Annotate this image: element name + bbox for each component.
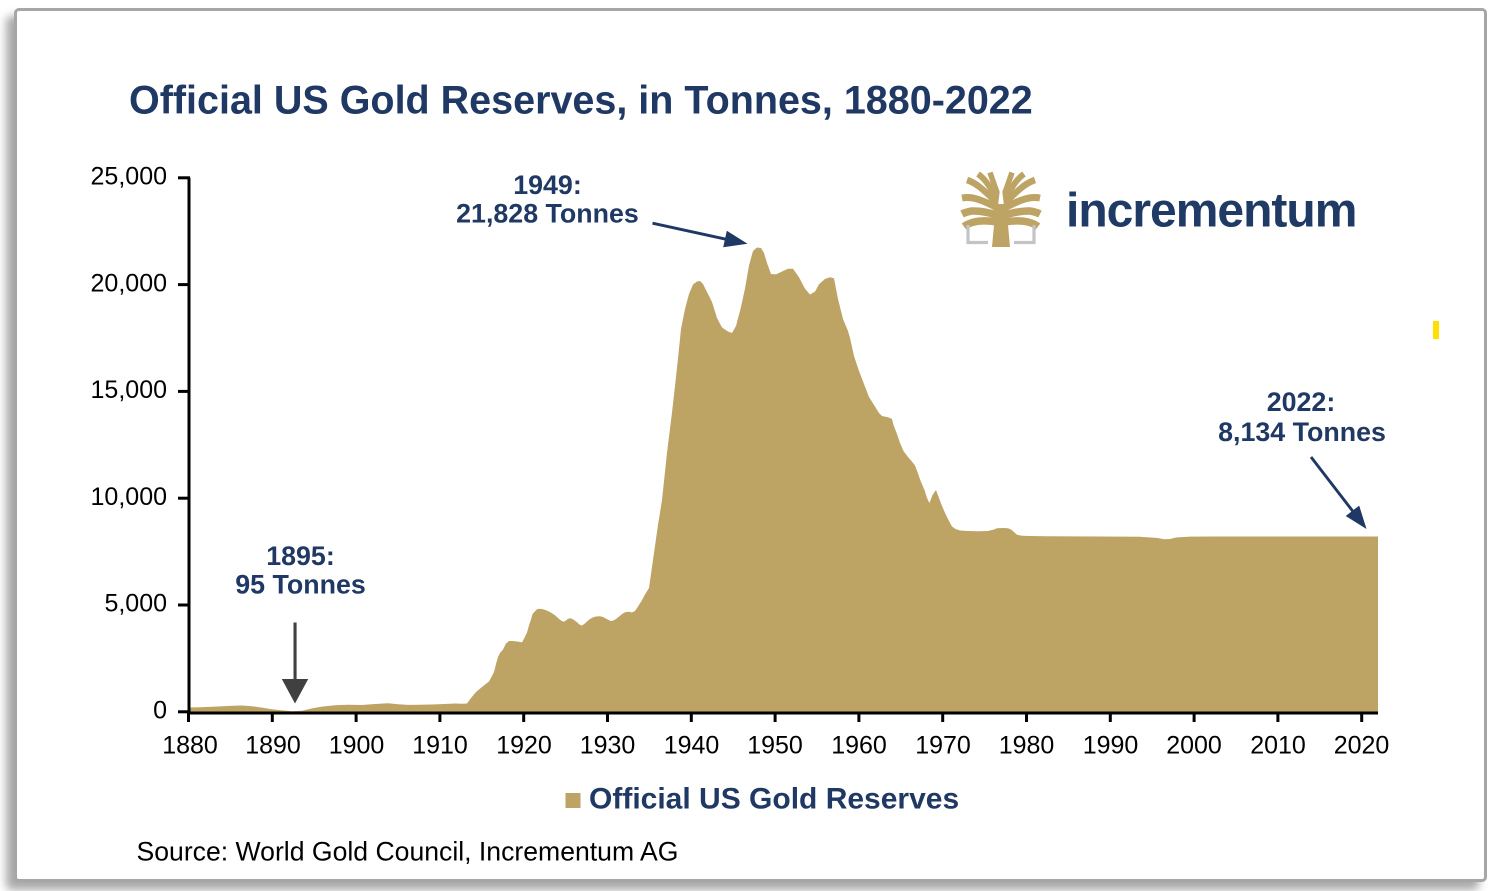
svg-text:1920: 1920 [496,732,552,760]
svg-text:1940: 1940 [664,732,720,760]
svg-text:Official US Gold Reserves, in: Official US Gold Reserves, in Tonnes, 18… [129,79,1033,123]
svg-text:2010: 2010 [1250,732,1306,760]
svg-text:1880: 1880 [162,732,218,760]
svg-text:1910: 1910 [412,732,468,760]
svg-text:1949:: 1949: [513,170,582,200]
svg-text:0: 0 [153,697,167,725]
svg-text:1950: 1950 [747,732,803,760]
svg-text:25,000: 25,000 [91,163,167,191]
svg-text:10,000: 10,000 [91,483,167,511]
svg-text:15,000: 15,000 [91,376,167,404]
svg-text:1970: 1970 [915,732,971,760]
svg-text:Source: World Gold Council, In: Source: World Gold Council, Incrementum … [137,837,679,867]
svg-text:1890: 1890 [245,732,301,760]
svg-text:1930: 1930 [580,732,636,760]
svg-text:1980: 1980 [999,732,1055,760]
svg-text:1990: 1990 [1083,732,1139,760]
svg-text:1895:: 1895: [266,541,335,571]
svg-text:21,828 Tonnes: 21,828 Tonnes [456,198,639,228]
svg-text:5,000: 5,000 [104,590,167,618]
svg-text:1900: 1900 [329,732,385,760]
svg-text:2000: 2000 [1166,732,1222,760]
svg-text:Official US Gold Reserves: Official US Gold Reserves [589,783,959,816]
svg-text:95 Tonnes: 95 Tonnes [235,570,366,600]
svg-text:20,000: 20,000 [91,269,167,297]
svg-text:2020: 2020 [1334,732,1390,760]
svg-text:1960: 1960 [831,732,887,760]
svg-text:8,134 Tonnes: 8,134 Tonnes [1218,417,1386,447]
svg-text:incrementum: incrementum [1066,185,1356,238]
svg-text:2022:: 2022: [1267,387,1336,417]
